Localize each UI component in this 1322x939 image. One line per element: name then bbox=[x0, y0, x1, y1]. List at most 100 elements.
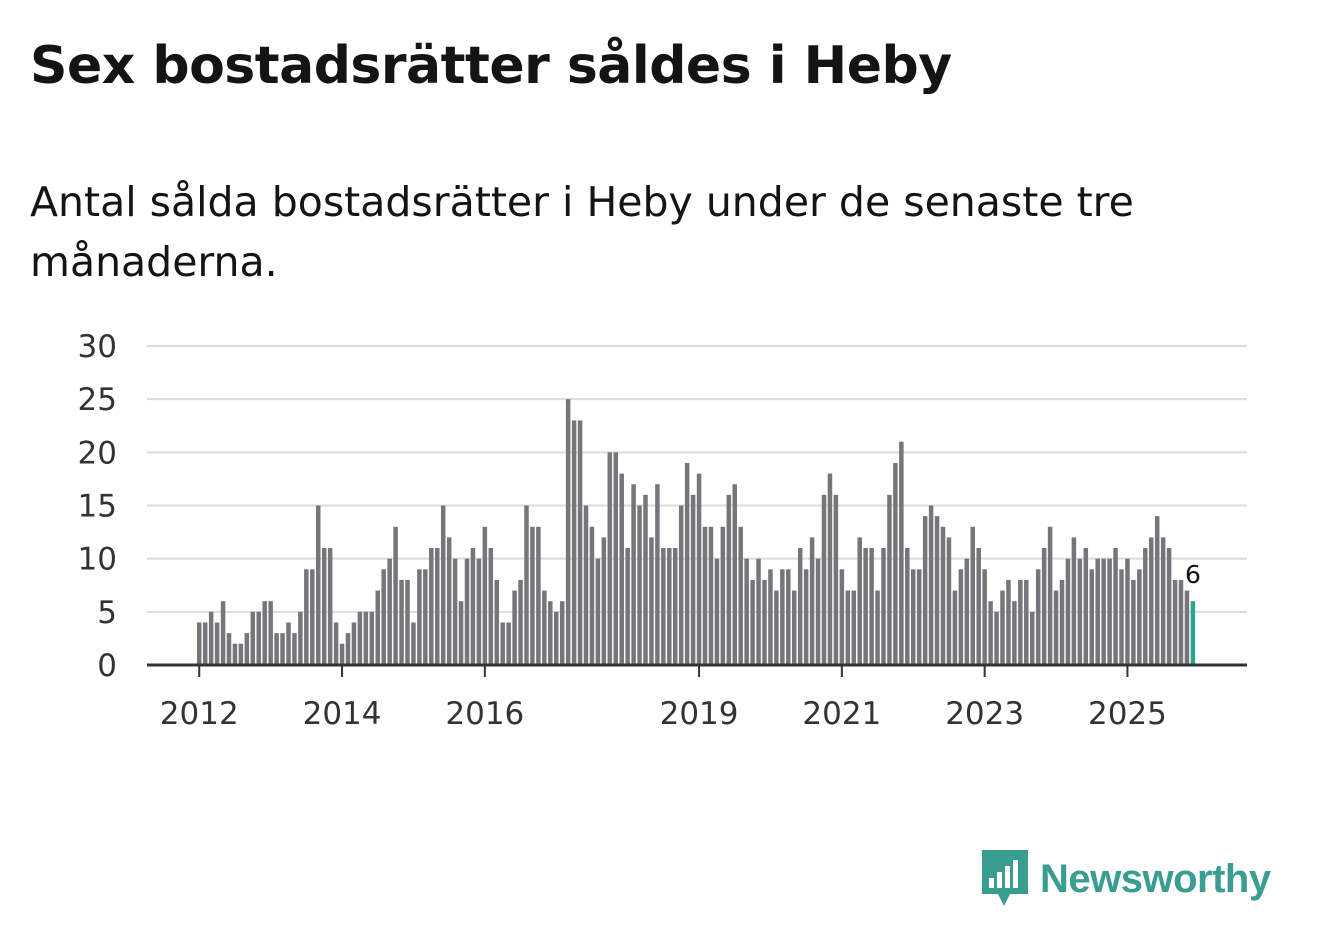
bars bbox=[197, 399, 1196, 665]
bar bbox=[1154, 516, 1160, 665]
bar bbox=[1006, 579, 1011, 665]
bar bbox=[327, 548, 333, 665]
bar-latest bbox=[1190, 601, 1196, 665]
bar bbox=[321, 548, 327, 665]
bar bbox=[399, 579, 404, 665]
bar bbox=[559, 601, 565, 665]
bar bbox=[595, 558, 601, 665]
bar bbox=[946, 537, 952, 665]
bar bbox=[881, 548, 886, 665]
bar bbox=[738, 526, 743, 665]
bar bbox=[1035, 569, 1041, 665]
bar bbox=[1083, 548, 1089, 665]
bar bbox=[899, 441, 904, 665]
bar bbox=[976, 548, 981, 665]
bar bbox=[928, 505, 934, 665]
bar bbox=[1166, 548, 1172, 665]
bar bbox=[893, 462, 898, 665]
bar bbox=[548, 601, 553, 665]
bar bbox=[952, 590, 958, 665]
bar bbox=[869, 548, 874, 665]
bar bbox=[292, 633, 297, 665]
bar bbox=[940, 526, 946, 665]
brand-name: Newsworthy bbox=[1040, 856, 1271, 901]
y-tick-label: 5 bbox=[97, 595, 117, 631]
y-tick-label: 15 bbox=[78, 489, 117, 525]
bar bbox=[839, 569, 845, 665]
bar bbox=[316, 505, 321, 665]
bar bbox=[589, 526, 595, 665]
bar bbox=[536, 526, 541, 665]
bar bbox=[1024, 579, 1029, 665]
bar bbox=[815, 558, 821, 665]
bar bbox=[934, 516, 940, 665]
bar bbox=[530, 526, 535, 665]
bar bbox=[792, 590, 797, 665]
y-axis-ticks: 0 5 10 15 20 25 30 bbox=[78, 329, 117, 684]
bar bbox=[887, 494, 892, 665]
bar bbox=[970, 526, 975, 665]
bar bbox=[1107, 558, 1112, 665]
bar bbox=[780, 569, 785, 665]
bar bbox=[1143, 548, 1148, 665]
y-tick-label: 0 bbox=[97, 648, 117, 684]
bar bbox=[226, 633, 232, 665]
bar bbox=[833, 494, 839, 665]
bar bbox=[643, 494, 648, 665]
bar bbox=[827, 473, 833, 665]
bar bbox=[916, 569, 922, 665]
bar bbox=[542, 590, 547, 665]
bar bbox=[613, 452, 618, 665]
bar bbox=[1101, 558, 1106, 665]
bar bbox=[809, 537, 815, 665]
bar bbox=[1018, 579, 1023, 665]
bar bbox=[750, 579, 755, 665]
bar bbox=[446, 537, 452, 665]
bar bbox=[298, 611, 303, 665]
bar bbox=[393, 526, 398, 665]
bar bbox=[333, 622, 339, 665]
bar bbox=[286, 622, 291, 665]
x-tick-label: 2012 bbox=[160, 696, 239, 732]
x-tick-label: 2025 bbox=[1088, 696, 1167, 732]
bar bbox=[774, 590, 779, 665]
bar bbox=[1160, 537, 1166, 665]
bar bbox=[1077, 558, 1083, 665]
bar bbox=[661, 548, 666, 665]
bar bbox=[268, 601, 273, 665]
bar bbox=[1089, 569, 1094, 665]
bar bbox=[1178, 579, 1184, 665]
bar bbox=[345, 633, 351, 665]
bar bbox=[905, 548, 910, 665]
bar bbox=[690, 494, 696, 665]
bar bbox=[1047, 526, 1053, 665]
bar bbox=[982, 569, 987, 665]
bar bbox=[1119, 569, 1124, 665]
bar bbox=[339, 643, 345, 665]
bar bbox=[256, 611, 261, 665]
bar bbox=[619, 473, 624, 665]
bar bbox=[405, 579, 410, 665]
bar bbox=[762, 579, 767, 665]
bar bbox=[732, 484, 737, 665]
bar bbox=[1131, 579, 1136, 665]
bar bbox=[304, 569, 309, 665]
bar bbox=[214, 622, 220, 665]
data-labels: 6 bbox=[1182, 557, 1204, 592]
bar bbox=[470, 548, 476, 665]
bar bbox=[607, 452, 613, 665]
bar bbox=[280, 633, 285, 665]
x-tick-label: 2023 bbox=[945, 696, 1024, 732]
bar bbox=[702, 526, 708, 665]
bar bbox=[631, 484, 636, 665]
bar bbox=[274, 633, 279, 665]
bar bbox=[375, 590, 380, 665]
bar bbox=[720, 526, 726, 665]
bar bbox=[411, 622, 416, 665]
newsworthy-logo-icon bbox=[982, 850, 1028, 906]
bar bbox=[435, 548, 440, 665]
bar bbox=[506, 622, 511, 665]
bar bbox=[244, 633, 250, 665]
bar bbox=[851, 590, 856, 665]
bar bbox=[684, 462, 690, 665]
